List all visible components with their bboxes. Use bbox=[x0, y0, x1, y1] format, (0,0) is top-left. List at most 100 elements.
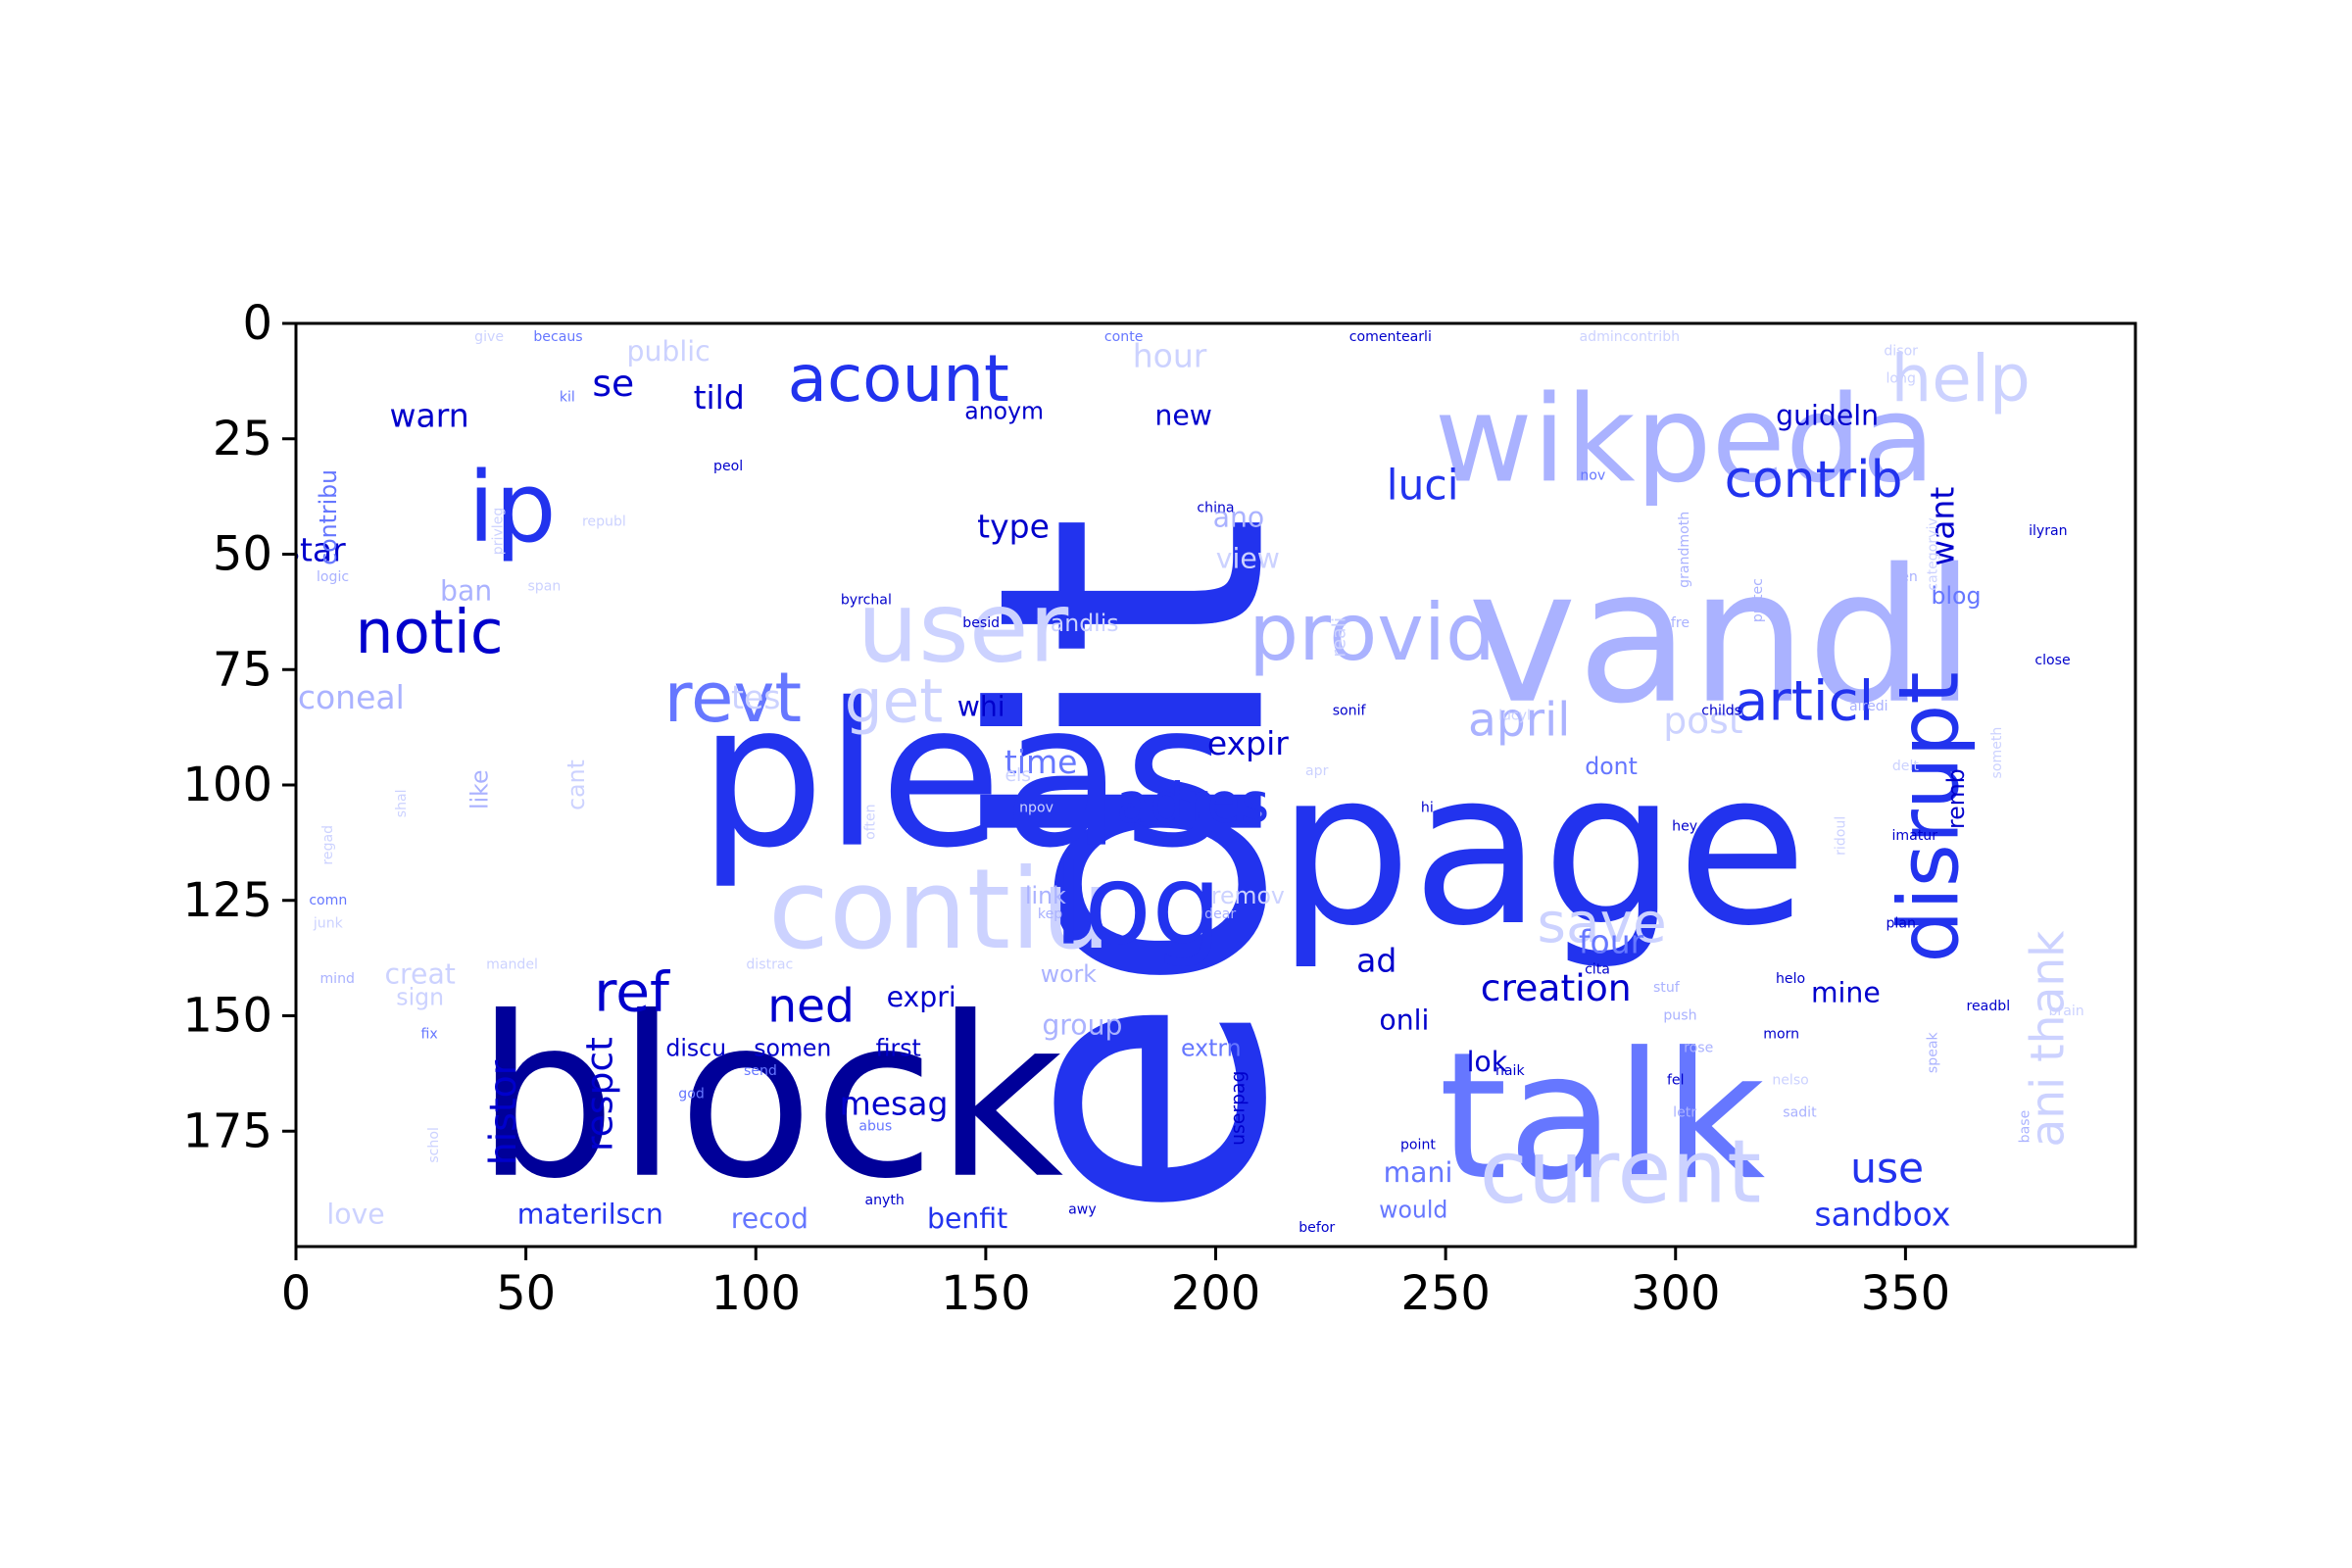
word-close: close bbox=[2034, 653, 2070, 668]
y-tick-label: 75 bbox=[213, 642, 272, 697]
y-tick-label: 125 bbox=[182, 873, 272, 928]
word-ned: ned bbox=[767, 980, 855, 1034]
word-anyth: anyth bbox=[864, 1193, 904, 1208]
word-dont: dont bbox=[1585, 753, 1638, 780]
word-star: star bbox=[283, 530, 346, 568]
word-type: type bbox=[977, 508, 1050, 546]
word-nelso: nelso bbox=[1772, 1072, 1809, 1088]
word-someth: someth bbox=[1989, 727, 2005, 779]
word-like: like bbox=[466, 769, 494, 808]
word-logic: logic bbox=[317, 569, 349, 585]
word-guideln: guideln bbox=[1776, 400, 1879, 432]
word-childs: childs bbox=[1701, 704, 1741, 719]
word-mind: mind bbox=[319, 971, 355, 987]
word-kep: kep bbox=[1038, 906, 1062, 922]
word-push: push bbox=[1663, 1008, 1696, 1024]
word-comentearli: comentearli bbox=[1349, 329, 1432, 345]
word-contribu: contribu bbox=[315, 469, 342, 565]
word-ani-thank: ani thank bbox=[2021, 930, 2075, 1148]
word-vandlis: vandlis bbox=[1037, 610, 1119, 637]
word-whi: whi bbox=[957, 690, 1005, 722]
word-long: long bbox=[1886, 371, 1915, 387]
word-privleg: privleg bbox=[490, 508, 506, 556]
word-save: save bbox=[1538, 892, 1667, 956]
word-love: love bbox=[326, 1199, 384, 1231]
word-post: post bbox=[1663, 699, 1742, 742]
word-ridoul: ridoul bbox=[1834, 816, 1849, 856]
word-kil: kil bbox=[560, 389, 575, 405]
word-extrn: extrn bbox=[1181, 1034, 1242, 1061]
word-luci: luci bbox=[1387, 461, 1459, 509]
y-tick-label: 0 bbox=[242, 296, 272, 351]
word-sadit: sadit bbox=[1783, 1104, 1817, 1120]
y-tick-label: 25 bbox=[213, 412, 272, 466]
x-tick-label: 50 bbox=[496, 1266, 556, 1321]
word-creation: creation bbox=[1481, 966, 1632, 1009]
word-pleas: pleas bbox=[699, 661, 1227, 892]
word-warn: warn bbox=[390, 397, 469, 435]
word-onli: onli bbox=[1379, 1004, 1429, 1037]
word-mine: mine bbox=[1811, 976, 1881, 1008]
word-span: span bbox=[527, 578, 561, 594]
word-ad: ad bbox=[1356, 941, 1396, 979]
word-often: often bbox=[863, 804, 879, 839]
word-rose: rose bbox=[1684, 1040, 1713, 1055]
word-april: april bbox=[1468, 694, 1570, 748]
word-besid: besid bbox=[962, 615, 1000, 631]
word-cita: cita bbox=[1585, 961, 1610, 977]
word-expri: expri bbox=[887, 981, 956, 1013]
word-group: group bbox=[1042, 1008, 1122, 1041]
word-provid: provid bbox=[1249, 587, 1495, 678]
word-npov: npov bbox=[1019, 801, 1054, 816]
word-acount: acount bbox=[788, 341, 1009, 416]
word-help: help bbox=[1890, 341, 2030, 416]
word-articl: articl bbox=[1735, 670, 1874, 734]
word-sandbox: sandbox bbox=[1814, 1196, 1950, 1234]
word-tild: tild bbox=[694, 378, 745, 416]
word-categoryiv: categoryiv bbox=[1926, 517, 1941, 591]
word-view: view bbox=[1216, 543, 1280, 575]
word-somen: somen bbox=[754, 1034, 831, 1061]
word-comn: comn bbox=[309, 893, 347, 908]
word-ilyran: ilyran bbox=[2029, 523, 2068, 539]
word-junk: junk bbox=[313, 915, 344, 931]
word-naik: naik bbox=[1495, 1063, 1525, 1079]
word-helo: helo bbox=[1776, 971, 1805, 987]
word-wikpeda: wikpeda bbox=[1435, 368, 1936, 509]
word-mesag: mesag bbox=[840, 1084, 949, 1122]
word-admincontribh: admincontribh bbox=[1580, 329, 1681, 345]
word-edit: edit bbox=[918, 514, 1348, 1222]
word-revt: revt bbox=[664, 657, 803, 738]
x-axis: 0 50 100 150 200 250 300 350 bbox=[281, 1247, 1950, 1321]
word-shal: shal bbox=[394, 789, 410, 817]
y-tick-label: 100 bbox=[182, 758, 272, 812]
word-sign: sign bbox=[396, 984, 444, 1011]
word-ref: ref bbox=[594, 960, 670, 1024]
word-use: use bbox=[1850, 1144, 1924, 1192]
y-axis: 0 25 50 75 100 125 150 175 bbox=[182, 296, 296, 1158]
word-apr: apr bbox=[1305, 763, 1329, 779]
word-protec: protec bbox=[1750, 578, 1766, 622]
word-respct: respct bbox=[578, 1037, 621, 1152]
x-tick-label: 100 bbox=[710, 1266, 801, 1321]
word-discu: discu bbox=[665, 1034, 726, 1061]
word-mani: mani bbox=[1384, 1156, 1453, 1189]
word-fix: fix bbox=[420, 1026, 437, 1042]
word-abus: abus bbox=[858, 1119, 892, 1135]
word-awy: awy bbox=[1068, 1201, 1097, 1217]
y-tick-label: 50 bbox=[213, 527, 272, 582]
word-plan: plan bbox=[1886, 915, 1915, 931]
x-tick-label: 150 bbox=[941, 1266, 1031, 1321]
word-notic: notic bbox=[356, 598, 504, 667]
word-cant: cant bbox=[563, 760, 590, 810]
word-sonif: sonif bbox=[1333, 704, 1367, 719]
word-curent: curent bbox=[1480, 1122, 1762, 1224]
x-tick-label: 350 bbox=[1861, 1266, 1951, 1321]
word-reali: reali bbox=[1330, 617, 1350, 658]
word-dear: dear bbox=[1204, 906, 1236, 922]
word-peol: peol bbox=[713, 459, 743, 474]
word-alredi: alredi bbox=[1849, 699, 1888, 714]
word-vandl: vandl bbox=[1468, 530, 1976, 745]
word-work: work bbox=[1041, 960, 1097, 988]
